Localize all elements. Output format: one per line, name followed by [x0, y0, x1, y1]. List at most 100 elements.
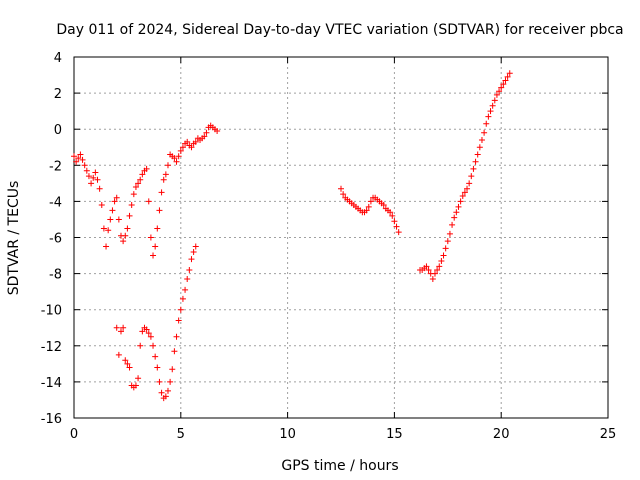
data-point — [175, 317, 182, 324]
data-point — [154, 225, 161, 232]
data-point — [391, 218, 398, 225]
y-tick-label: 0 — [54, 123, 62, 138]
data-point — [500, 81, 507, 88]
data-point — [338, 185, 344, 192]
x-tick-label: 25 — [600, 427, 617, 442]
data-point — [470, 165, 477, 172]
data-point — [487, 108, 494, 115]
data-point — [498, 84, 505, 91]
data-point — [77, 151, 84, 158]
data-point — [156, 378, 163, 385]
data-point — [100, 225, 107, 232]
data-point — [152, 353, 159, 360]
y-tick-label: -10 — [41, 304, 62, 319]
data-point — [481, 129, 488, 136]
data-point — [179, 295, 186, 302]
data-point — [130, 191, 137, 198]
data-point — [429, 276, 436, 283]
data-point — [466, 180, 473, 187]
data-point — [88, 180, 95, 187]
data-point — [380, 202, 387, 209]
data-point — [135, 180, 142, 187]
data-point — [113, 324, 120, 331]
data-point — [442, 245, 449, 252]
x-tick-label: 20 — [493, 427, 510, 442]
data-point — [489, 102, 496, 109]
data-point — [449, 221, 456, 228]
data-point — [192, 243, 199, 250]
data-point — [120, 324, 127, 331]
data-point — [162, 171, 169, 178]
data-point — [81, 162, 88, 169]
data-point — [152, 243, 159, 250]
data-point — [94, 176, 101, 183]
data-point — [464, 185, 471, 192]
data-point — [83, 167, 90, 174]
data-point — [472, 158, 479, 165]
data-point — [158, 189, 165, 196]
data-point — [436, 263, 443, 270]
y-axis-label: SDTVAR / TECUs — [6, 181, 22, 296]
y-tick-label: 2 — [54, 87, 62, 102]
data-point — [120, 238, 127, 245]
data-point — [126, 364, 133, 371]
data-point — [143, 326, 150, 333]
data-point — [143, 165, 150, 172]
x-tick-label: 10 — [279, 427, 296, 442]
data-point — [173, 158, 180, 165]
data-point — [117, 328, 124, 335]
data-point — [173, 333, 180, 340]
data-point — [434, 266, 441, 273]
data-point — [504, 73, 511, 80]
data-point — [184, 138, 191, 145]
data-point — [476, 144, 483, 151]
data-point — [103, 243, 110, 250]
data-point — [167, 378, 174, 385]
y-tick-label: -2 — [49, 159, 62, 174]
data-point — [158, 389, 165, 396]
data-point — [387, 209, 394, 216]
data-point — [474, 151, 481, 158]
x-tick-label: 0 — [70, 427, 78, 442]
data-point — [98, 202, 105, 209]
data-point — [340, 191, 347, 198]
data-point — [107, 216, 114, 223]
y-tick-label: -6 — [49, 232, 62, 247]
x-tick-label: 15 — [386, 427, 403, 442]
data-point — [113, 194, 120, 201]
data-point — [147, 234, 154, 241]
data-point — [496, 88, 503, 95]
data-point — [455, 203, 462, 210]
data-point — [164, 162, 171, 169]
data-point — [192, 138, 199, 145]
data-point — [79, 156, 86, 163]
y-tick-label: -8 — [49, 268, 62, 283]
data-point — [431, 270, 438, 277]
data-point — [150, 342, 157, 349]
data-point — [128, 202, 135, 209]
data-point — [485, 113, 492, 120]
data-point — [171, 155, 178, 162]
data-point — [139, 171, 146, 178]
data-point — [154, 364, 161, 371]
data-point — [164, 387, 171, 394]
data-point — [182, 286, 189, 293]
data-point — [365, 203, 372, 210]
y-tick-label: 4 — [54, 51, 62, 66]
data-point — [109, 207, 116, 214]
data-point — [90, 174, 97, 181]
data-point — [150, 252, 157, 259]
data-point — [389, 212, 396, 219]
data-point — [124, 360, 131, 367]
data-point — [491, 97, 498, 104]
data-point — [85, 173, 92, 180]
data-point — [92, 169, 99, 176]
grid-lines — [74, 57, 608, 418]
data-point — [493, 91, 500, 98]
data-point — [115, 216, 122, 223]
data-point — [395, 229, 402, 236]
data-point — [96, 185, 103, 192]
data-point — [137, 176, 144, 183]
data-point — [188, 256, 195, 263]
data-point — [175, 153, 182, 160]
